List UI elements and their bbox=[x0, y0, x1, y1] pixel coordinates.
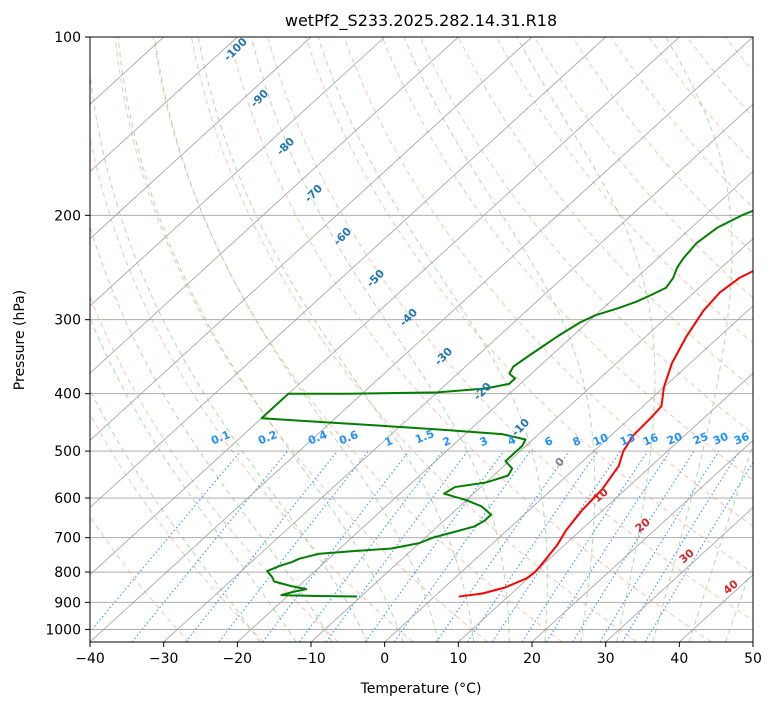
chart-title: wetPf2_S233.2025.282.14.31.R18 bbox=[285, 11, 557, 31]
moist-adiabat-line bbox=[688, 442, 753, 642]
dry-adiabat-line bbox=[267, 37, 753, 622]
mixing-ratio-line bbox=[90, 450, 242, 634]
mixing-ratio-label: 10 bbox=[591, 431, 610, 449]
x-tick-label: 0 bbox=[380, 651, 389, 667]
mixing-ratio-label: 3 bbox=[478, 434, 490, 449]
y-tick-label: 300 bbox=[54, 313, 81, 329]
isotherm-line bbox=[163, 103, 753, 642]
x-tick-label: 50 bbox=[744, 651, 762, 667]
x-tick-label: 30 bbox=[597, 651, 615, 667]
isotherm-line bbox=[384, 305, 753, 642]
y-tick-label: 200 bbox=[54, 208, 81, 224]
moist-adiabat-line bbox=[403, 37, 596, 642]
mixing-ratio-label: 16 bbox=[641, 431, 660, 449]
y-tick-label: 700 bbox=[54, 531, 81, 547]
mixing-ratio-line bbox=[521, 450, 649, 642]
moist-adiabat-line bbox=[90, 69, 369, 642]
temperature-profile-line bbox=[458, 269, 753, 598]
mixing-ratio-label: 1 bbox=[383, 434, 395, 449]
mixing-ratio-line bbox=[298, 450, 444, 642]
y-tick-label: 1000 bbox=[45, 622, 81, 638]
mixing-ratio-label: 36 bbox=[732, 430, 751, 448]
moist-adiabat-line bbox=[90, 389, 261, 642]
y-axis-ticks: 100 200 300 400 500 600 700 800 900 1000 bbox=[45, 30, 90, 638]
dry-adiabat-line bbox=[305, 37, 753, 574]
dry-adiabat-line bbox=[90, 412, 264, 642]
y-axis-label: Pressure (hPa) bbox=[12, 290, 28, 390]
isotherm-line bbox=[531, 439, 753, 642]
mixing-ratio-line bbox=[467, 450, 599, 642]
isotherm-line bbox=[90, 37, 238, 173]
dry-adiabat-line bbox=[90, 295, 339, 642]
dry-adiabat-line bbox=[114, 37, 488, 642]
y-tick-label: 800 bbox=[54, 565, 81, 581]
grid-lines bbox=[90, 37, 753, 642]
isotherm-line bbox=[90, 37, 606, 509]
moist-adiabat-line bbox=[90, 225, 333, 642]
x-tick-label: −10 bbox=[296, 651, 326, 667]
moist-adiabat-line bbox=[250, 37, 510, 642]
isotherm-line bbox=[90, 37, 385, 307]
moist-adiabat-line bbox=[197, 37, 475, 642]
mixing-ratio-line bbox=[572, 450, 695, 642]
x-axis-ticks: −40 −30 −20 −10 0 10 20 30 40 50 bbox=[75, 642, 762, 667]
mixing-ratio-label: 25 bbox=[691, 430, 710, 448]
dry-adiabat-line bbox=[457, 37, 753, 389]
isotherm-line bbox=[458, 372, 753, 642]
isotherm-line bbox=[90, 37, 680, 576]
dry-adiabat-line bbox=[90, 515, 190, 642]
moist-adiabat-line bbox=[117, 37, 404, 642]
mixing-ratio-line bbox=[325, 450, 469, 642]
x-tick-label: 20 bbox=[523, 651, 541, 667]
y-tick-label: 900 bbox=[54, 595, 81, 611]
x-tick-label: −30 bbox=[149, 651, 179, 667]
moist-adiabat-line bbox=[90, 316, 297, 642]
background-lines bbox=[90, 37, 753, 642]
mixing-ratio-label: 30 bbox=[711, 430, 730, 448]
moist-adiabat-line bbox=[652, 37, 733, 642]
x-tick-label: −20 bbox=[223, 651, 253, 667]
moist-adiabat-line bbox=[154, 37, 439, 642]
dry-adiabat-line bbox=[229, 37, 713, 642]
dry-adiabat-line bbox=[190, 37, 638, 642]
isotherm-line bbox=[90, 37, 533, 441]
mixing-ratio-label: 20 bbox=[665, 430, 684, 448]
x-tick-label: 10 bbox=[449, 651, 467, 667]
y-tick-label: 500 bbox=[54, 444, 81, 460]
isotherm-line bbox=[237, 170, 753, 642]
x-axis-label: Temperature (°C) bbox=[360, 681, 482, 697]
mixing-ratio-line bbox=[435, 450, 570, 642]
isotherm-line bbox=[605, 506, 753, 642]
mixing-ratio-label: 8 bbox=[571, 434, 583, 449]
x-tick-label: −40 bbox=[75, 651, 105, 667]
dewpoint-profile-line bbox=[260, 209, 753, 598]
mixing-ratio-line bbox=[364, 450, 505, 642]
isotherm-line bbox=[90, 37, 312, 240]
x-tick-label: 40 bbox=[670, 651, 688, 667]
mixing-ratio-line bbox=[131, 450, 289, 642]
data-series bbox=[260, 209, 753, 598]
mixing-ratio-label: 2 bbox=[441, 434, 453, 449]
y-tick-label: 100 bbox=[54, 30, 81, 46]
mixing-ratio-line bbox=[545, 450, 671, 642]
mixing-ratio-line bbox=[262, 450, 410, 642]
mixing-ratio-line bbox=[491, 450, 621, 642]
mixing-ratio-label: 13 bbox=[618, 431, 637, 449]
isotherm-line bbox=[310, 238, 753, 642]
plot-frame bbox=[89, 36, 754, 643]
dry-adiabat-line bbox=[152, 37, 563, 642]
y-tick-label: 400 bbox=[54, 387, 81, 403]
dry-adiabat-line bbox=[495, 37, 753, 344]
moist-adiabat-line bbox=[317, 37, 548, 642]
y-tick-label: 600 bbox=[54, 491, 81, 507]
isotherm-line bbox=[90, 37, 753, 642]
mixing-ratio-line bbox=[185, 450, 339, 642]
dry-adiabat-line bbox=[343, 37, 753, 527]
mixing-ratio-line bbox=[621, 450, 740, 642]
isotherm-line bbox=[90, 37, 459, 374]
